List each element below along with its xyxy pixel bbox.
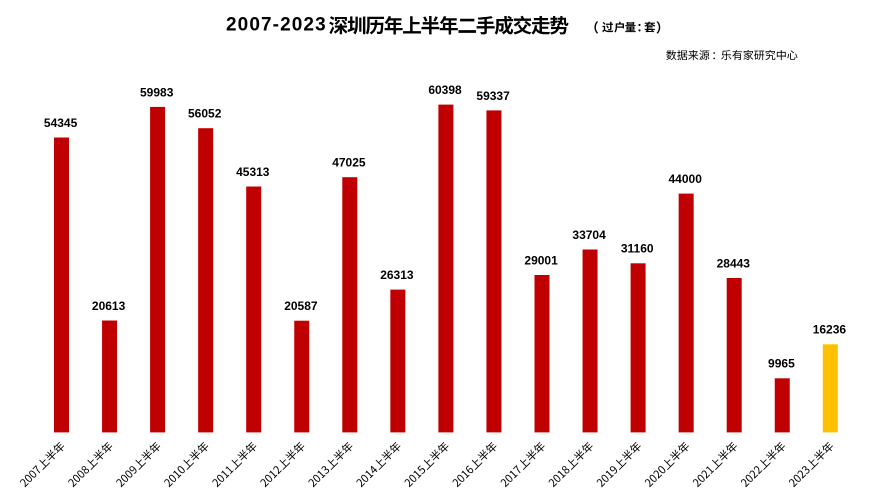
svg-text:45313: 45313: [236, 165, 270, 179]
svg-text:2007-2023: 2007-2023: [226, 15, 327, 36]
svg-text:28443: 28443: [717, 256, 751, 270]
svg-text:47025: 47025: [332, 156, 366, 170]
svg-text:20613: 20613: [92, 299, 126, 313]
svg-text:33704: 33704: [572, 228, 606, 242]
svg-text:56052: 56052: [188, 107, 222, 121]
svg-text:59337: 59337: [476, 89, 510, 103]
svg-text:9965: 9965: [768, 357, 795, 371]
svg-text:54345: 54345: [44, 116, 78, 130]
svg-text:26313: 26313: [380, 268, 414, 282]
svg-text:44000: 44000: [669, 172, 703, 186]
svg-text:60398: 60398: [428, 83, 462, 97]
svg-text:20587: 20587: [284, 299, 318, 313]
svg-text:16236: 16236: [813, 323, 847, 337]
svg-text:31160: 31160: [621, 242, 654, 256]
svg-text:29001: 29001: [524, 253, 558, 267]
svg-text:59983: 59983: [140, 85, 174, 99]
